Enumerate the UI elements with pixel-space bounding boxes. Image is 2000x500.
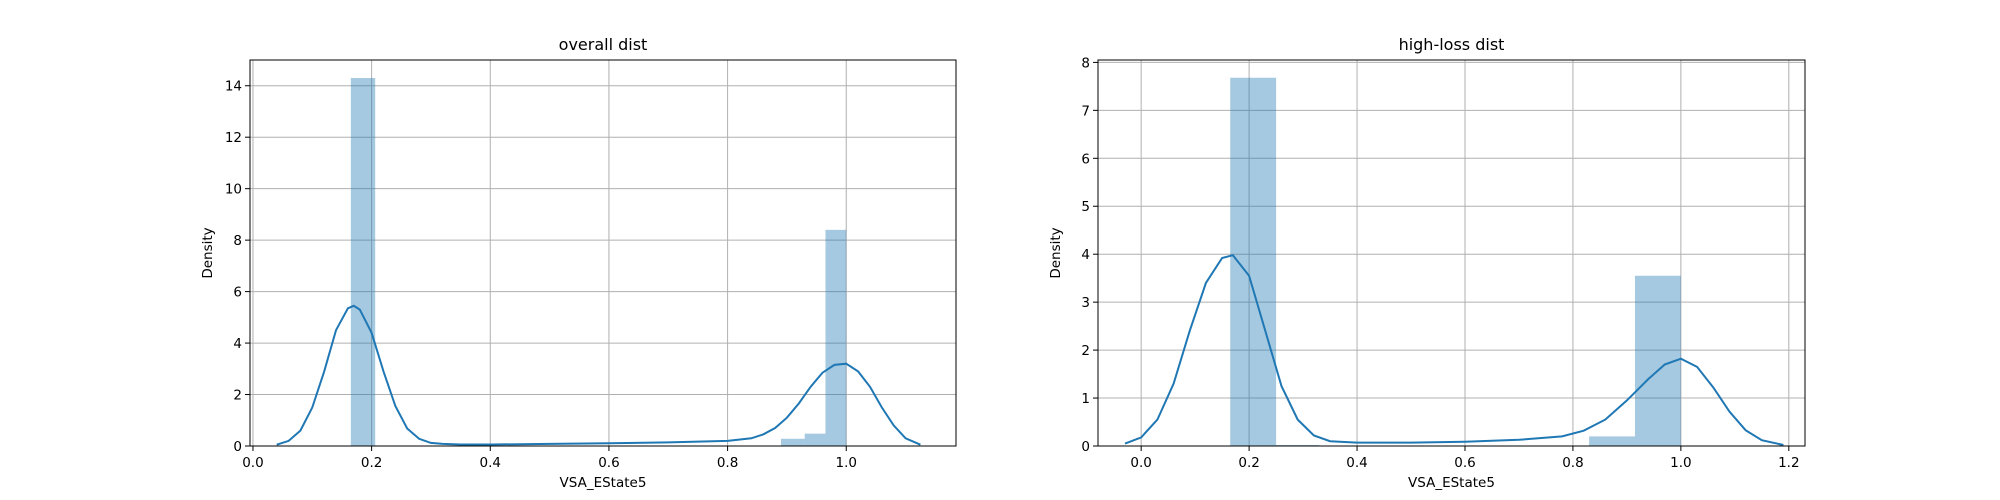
x-tick-label: 0.6 bbox=[598, 455, 619, 471]
histogram-bar bbox=[825, 229, 847, 446]
x-tick-label: 0.6 bbox=[1454, 455, 1475, 471]
x-tick-label: 0.2 bbox=[361, 455, 382, 471]
y-axis-label: Density bbox=[200, 227, 216, 278]
x-tick-label: 0.8 bbox=[1562, 455, 1583, 471]
x-tick-label: 0.4 bbox=[480, 455, 501, 471]
y-tick-label: 10 bbox=[225, 182, 242, 198]
chart-title: high-loss dist bbox=[1399, 35, 1505, 54]
x-tick-label: 1.2 bbox=[1778, 455, 1799, 471]
y-tick-label: 2 bbox=[233, 388, 242, 404]
x-tick-label: 0.0 bbox=[1130, 455, 1151, 471]
y-tick-label: 7 bbox=[1081, 103, 1090, 119]
x-tick-label: 1.0 bbox=[1670, 455, 1691, 471]
y-tick-label: 6 bbox=[1081, 151, 1090, 167]
y-tick-label: 2 bbox=[1081, 343, 1090, 359]
y-tick-label: 3 bbox=[1081, 295, 1090, 311]
axes-frame bbox=[1097, 59, 1806, 447]
y-tick-label: 8 bbox=[1081, 55, 1090, 71]
x-tick-label: 1.0 bbox=[836, 455, 857, 471]
y-tick-label: 4 bbox=[1081, 247, 1090, 263]
x-tick-label: 0.4 bbox=[1346, 455, 1367, 471]
kde-line bbox=[276, 304, 921, 446]
x-axis-label: VSA_EState5 bbox=[560, 475, 647, 491]
histogram-bar bbox=[350, 78, 376, 446]
high-loss-dist-plot: high-loss dist VSA_EState5 Density 0.0 0.… bbox=[1048, 35, 1806, 491]
y-tick-label: 5 bbox=[1081, 199, 1090, 215]
x-axis-label: VSA_EState5 bbox=[1408, 475, 1495, 491]
y-tick-label: 0 bbox=[233, 439, 242, 455]
y-tick-label: 6 bbox=[233, 285, 242, 301]
chart-title: overall dist bbox=[559, 35, 648, 54]
histogram-bar bbox=[804, 433, 826, 446]
histogram-bar bbox=[780, 438, 805, 446]
y-tick-label: 14 bbox=[225, 79, 242, 95]
x-tick-label: 0.8 bbox=[717, 455, 738, 471]
y-tick-label: 8 bbox=[233, 233, 242, 249]
axes-frame bbox=[249, 59, 957, 447]
y-tick-label: 12 bbox=[225, 130, 242, 146]
x-tick-label: 0.0 bbox=[242, 455, 263, 471]
overall-dist-plot: overall dist VSA_EState5 Density 0.0 0.2 0… bbox=[200, 35, 957, 491]
y-tick-label: 1 bbox=[1081, 391, 1090, 407]
histogram-bar bbox=[1589, 436, 1635, 446]
kde-line bbox=[1124, 254, 1784, 446]
y-tick-label: 0 bbox=[1081, 439, 1090, 455]
y-axis-label: Density bbox=[1048, 227, 1064, 278]
x-tick-label: 0.2 bbox=[1238, 455, 1259, 471]
y-tick-label: 4 bbox=[233, 336, 242, 352]
